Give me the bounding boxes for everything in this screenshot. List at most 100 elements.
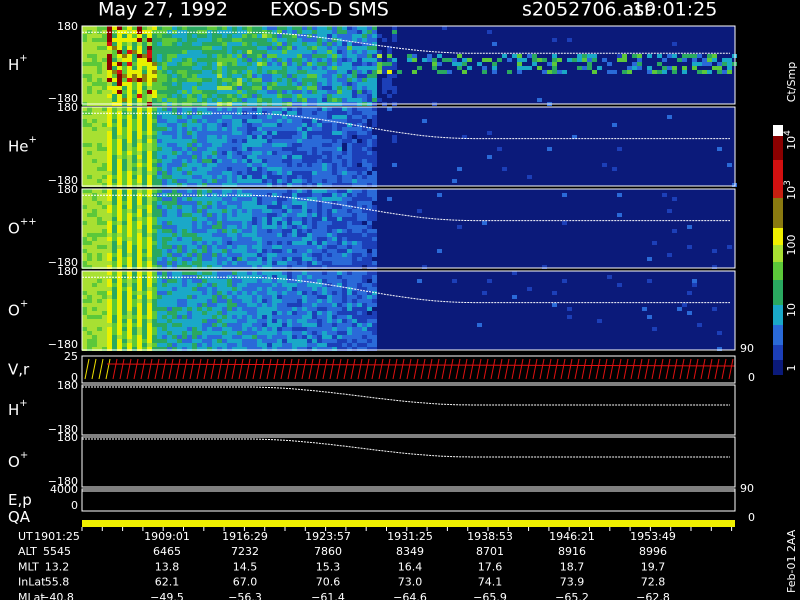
spectrogram-cell — [202, 335, 207, 339]
spectrogram-cell — [322, 229, 327, 233]
spectrogram-cell — [97, 58, 102, 62]
spectrogram-cell — [647, 66, 652, 70]
spectrogram-cell — [297, 70, 302, 74]
spectrogram-cell — [102, 307, 107, 311]
spectrogram-cell — [267, 253, 272, 257]
spectrogram-cell — [152, 315, 157, 319]
spectrogram-cell — [312, 217, 317, 221]
spectrogram-cell — [242, 315, 247, 319]
spectrogram-cell — [367, 131, 372, 135]
spectrogram-cell — [312, 291, 317, 295]
spectrogram-cell — [277, 30, 282, 34]
spectrogram-cell — [207, 245, 212, 249]
spectrogram-cell — [102, 257, 107, 261]
spectrogram-cell — [172, 82, 177, 86]
spectrogram-cell — [322, 86, 327, 90]
spectrogram-cell — [157, 343, 162, 347]
spectrogram-cell — [227, 311, 232, 315]
spectrogram-cell — [82, 283, 87, 287]
spectrogram-cell — [312, 98, 317, 102]
spectrogram-cell — [167, 343, 172, 347]
spectrogram-cell — [137, 189, 142, 193]
spectrogram-cell — [302, 66, 307, 70]
spectrogram-cell — [227, 217, 232, 221]
spectrogram-cell — [332, 62, 337, 66]
spectrogram-cell — [332, 119, 337, 123]
spectrogram-cell — [267, 217, 272, 221]
spectrogram-cell — [177, 139, 182, 143]
spectrogram-cell — [232, 127, 237, 131]
spectrogram-cell — [347, 347, 352, 351]
spectrogram-cell — [202, 111, 207, 115]
spectrogram-cell — [267, 335, 272, 339]
spectrogram-cell — [327, 111, 332, 115]
spectrogram-cell — [217, 119, 222, 123]
spectrogram-cell — [117, 197, 122, 201]
spectrogram-cell — [412, 54, 417, 58]
spectrogram-cell — [192, 171, 197, 175]
spectrogram-cell — [157, 94, 162, 98]
spectrogram-cell — [362, 175, 367, 179]
spectrogram-cell — [287, 179, 292, 183]
spectrogram-cell — [322, 315, 327, 319]
spectrogram-cell — [212, 107, 217, 111]
spectrogram-cell — [617, 213, 622, 217]
spectrogram-cell — [262, 331, 267, 335]
spectrogram-cell — [332, 30, 337, 34]
spectrogram-cell — [312, 295, 317, 299]
spectrogram-cell — [332, 86, 337, 90]
spectrogram-cell — [137, 201, 142, 205]
spectrogram-cell — [327, 307, 332, 311]
spectrogram-cell — [92, 229, 97, 233]
spectrogram-cell — [132, 183, 137, 187]
spectrogram-cell — [227, 287, 232, 291]
spectrogram-cell — [317, 82, 322, 86]
spectrogram-cell — [202, 291, 207, 295]
spectrogram-cell — [272, 291, 277, 295]
spectrogram-cell — [132, 217, 137, 221]
spectrogram-cell — [97, 90, 102, 94]
spectrogram-cell — [222, 34, 227, 38]
spectrogram-cell — [307, 271, 312, 275]
spectrogram-cell — [257, 279, 262, 283]
spectrogram-cell — [332, 54, 337, 58]
spectrogram-cell — [277, 123, 282, 127]
spectrogram-cell — [352, 271, 357, 275]
spectrogram-cell — [697, 54, 702, 58]
spectrogram-cell — [722, 62, 727, 66]
spectrogram-cell — [87, 46, 92, 50]
spectrogram-cell — [677, 307, 682, 311]
spectrogram-cell — [327, 62, 332, 66]
spectrogram-cell — [112, 159, 117, 163]
spectrogram-cell — [307, 209, 312, 213]
spectrogram-cell — [262, 167, 267, 171]
spectrogram-cell — [137, 119, 142, 123]
spectrogram-cell — [172, 197, 177, 201]
spectrogram-cell — [132, 197, 137, 201]
spectrogram-cell — [167, 295, 172, 299]
spectrogram-cell — [82, 179, 87, 183]
spectrogram-cell — [292, 233, 297, 237]
spectrogram-cell — [307, 307, 312, 311]
spectrogram-cell — [82, 183, 87, 187]
spectrogram-cell — [372, 261, 377, 265]
spectrogram-cell — [267, 90, 272, 94]
spectrogram-cell — [272, 275, 277, 279]
spectrogram-cell — [307, 34, 312, 38]
spectrogram-cell — [302, 307, 307, 311]
spectrogram-cell — [242, 339, 247, 343]
spectrogram-cell — [337, 279, 342, 283]
spectrogram-cell — [137, 86, 142, 90]
spectrogram-cell — [172, 303, 177, 307]
spectrogram-cell — [117, 237, 122, 241]
spectrogram-cell — [92, 253, 97, 257]
spectrogram-cell — [117, 209, 122, 213]
spectrogram-cell — [157, 127, 162, 131]
spectrogram-cell — [112, 287, 117, 291]
spectrogram-cell — [342, 119, 347, 123]
spectrogram-cell — [272, 311, 277, 315]
spectrogram-cell — [372, 237, 377, 241]
spectrogram-cell — [167, 209, 172, 213]
spectrogram-cell — [282, 98, 287, 102]
spectrogram-cell — [372, 62, 377, 66]
